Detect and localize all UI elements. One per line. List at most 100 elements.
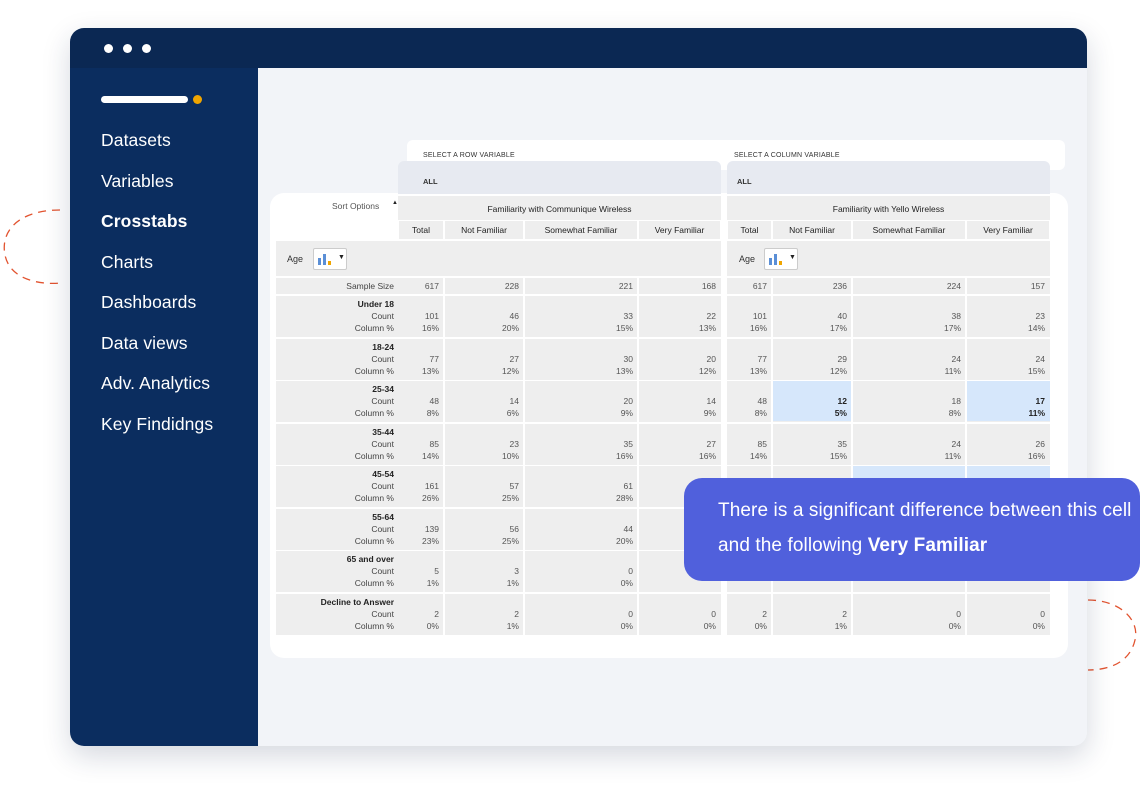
sort-options-dropdown[interactable]: Sort Options — [332, 201, 380, 211]
cell-count: 46 20% — [501, 311, 519, 333]
sort-options-caret-icon[interactable]: ▲ — [392, 200, 398, 206]
chevron-down-icon[interactable]: ▼ — [789, 254, 796, 261]
column-header[interactable]: Not Familiar — [461, 225, 507, 235]
sample-size-row — [276, 278, 721, 294]
column-header[interactable]: Very Familiar — [654, 225, 705, 235]
sample-size-value: 168 — [701, 281, 716, 291]
decorative-dashed-arc-left — [3, 209, 63, 285]
cell-count: 85 14% — [749, 438, 767, 461]
cell-column-pct: 8% — [426, 408, 439, 418]
column-pct-label: Column % — [354, 493, 394, 503]
cell-column-pct: 15% — [1027, 365, 1045, 376]
cell-column-pct: 28% — [615, 493, 633, 503]
cell-column-pct: 13% — [749, 365, 767, 376]
cell-column-pct: 0% — [754, 620, 767, 631]
row-category: Decline to Answer — [320, 596, 394, 607]
column-header[interactable]: Somewhat Familiar — [544, 225, 618, 235]
column-pct-label: Column % — [354, 450, 394, 461]
column-header[interactable]: Total — [412, 225, 430, 235]
table-row — [276, 296, 721, 337]
chevron-down-icon[interactable]: ▼ — [338, 254, 345, 261]
column-header[interactable]: Not Familiar — [789, 225, 835, 235]
cell-count: 161 26% — [421, 481, 439, 503]
window-dot-3 — [142, 44, 151, 53]
sidebar: Datasets Variables Crosstabs Charts Dash… — [70, 68, 258, 746]
cell-count: 56 25% — [501, 523, 519, 546]
logo — [101, 96, 188, 103]
column-header-cell — [728, 221, 771, 239]
cell-column-pct: 1% — [834, 620, 847, 631]
cell-count: 44 20% — [615, 523, 633, 546]
cell-column-pct: 14% — [1027, 323, 1045, 333]
significance-highlight — [966, 381, 1050, 421]
column-variable-selector[interactable]: SELECT A COLUMN VARIABLE — [734, 152, 840, 159]
count-label: Count — [371, 311, 394, 321]
column-separator — [637, 278, 639, 635]
sidebar-item-datasets[interactable]: Datasets — [101, 130, 171, 150]
column-header[interactable]: Somewhat Familiar — [872, 225, 946, 235]
cell-count: 22 13% — [698, 311, 716, 333]
sidebar-item-variables[interactable]: Variables — [101, 171, 174, 191]
table-row — [276, 423, 721, 465]
cell-column-pct: 1% — [506, 578, 519, 588]
cell-count: 35 16% — [615, 438, 633, 461]
sidebar-item-data-views[interactable]: Data views — [101, 333, 188, 353]
cell-count: 61 28% — [615, 481, 633, 503]
row-variable-name: Age — [287, 254, 304, 264]
column-header[interactable]: Very Familiar — [983, 225, 1033, 235]
cell-count: 30 13% — [615, 353, 633, 376]
age-row-band — [276, 241, 721, 276]
cell-column-pct: 15% — [615, 323, 633, 333]
cell-count: 40 17% — [829, 311, 847, 333]
sample-size-value: 157 — [1030, 281, 1045, 291]
cell-column-pct: 13% — [421, 365, 439, 376]
sample-size-value: 228 — [504, 281, 519, 291]
sidebar-item-adv-analytics[interactable]: Adv. Analytics — [101, 373, 211, 393]
column-header-cell — [525, 221, 637, 239]
row-label: 55-64 Count Column % — [276, 511, 394, 547]
sample-size-value: 617 — [752, 281, 767, 291]
cell-count: 2 1% — [506, 608, 519, 631]
cell-column-pct: 0% — [620, 620, 633, 631]
cell-column-pct: 6% — [506, 408, 519, 418]
right-group-label: ALL — [737, 177, 752, 186]
cell-column-pct: 5% — [834, 408, 847, 418]
bar-chart-icon — [318, 254, 331, 265]
window-dot-2 — [123, 44, 132, 53]
count-label: Count — [371, 608, 394, 619]
cell-column-pct: 20% — [501, 323, 519, 333]
column-separator — [851, 278, 853, 635]
cell-count: 3 1% — [506, 566, 519, 588]
sample-size-value: 221 — [618, 281, 633, 291]
cell-count: 20 12% — [698, 353, 716, 376]
table-row — [276, 466, 721, 507]
cell-column-pct: 25% — [501, 493, 519, 503]
column-header[interactable]: Total — [740, 225, 759, 235]
chart-type-dropdown-right[interactable] — [764, 248, 798, 270]
chart-type-dropdown[interactable] — [313, 248, 347, 270]
cell-count: 14 9% — [703, 396, 716, 418]
right-variable-title: Familiarity with Yello Wireless — [832, 204, 945, 214]
row-label: 35-44 Count Column % — [276, 426, 394, 462]
sidebar-item-key-findings[interactable]: Key Findidngs — [101, 414, 214, 434]
table-row — [276, 508, 721, 550]
row-label: 65 and over Count Column % — [276, 553, 394, 589]
cell-count: 0 0% — [1032, 608, 1045, 631]
row-variable-selector[interactable]: SELECT A ROW VARIABLE — [423, 152, 515, 159]
cell-column-pct: 10% — [501, 450, 519, 461]
table-row-right — [727, 593, 1050, 635]
left-variable-title-cell — [398, 196, 721, 220]
cell-count: 38 17% — [943, 311, 961, 333]
cell-count: 29 12% — [829, 353, 847, 376]
cell-count: 0 0% — [703, 608, 716, 631]
sidebar-item-dashboards[interactable]: Dashboards — [101, 292, 197, 312]
table-row-right — [727, 296, 1050, 337]
column-header-cell — [639, 221, 720, 239]
cell-column-pct: 14% — [421, 450, 439, 461]
sidebar-item-crosstabs[interactable]: Crosstabs — [101, 211, 188, 231]
cell-count: 139 23% — [421, 523, 439, 546]
right-group-band — [727, 161, 1050, 194]
sidebar-item-charts[interactable]: Charts — [101, 252, 154, 272]
significance-tooltip: There is a significant difference betwee… — [684, 478, 1140, 581]
cell-count: 0 0% — [620, 566, 633, 588]
